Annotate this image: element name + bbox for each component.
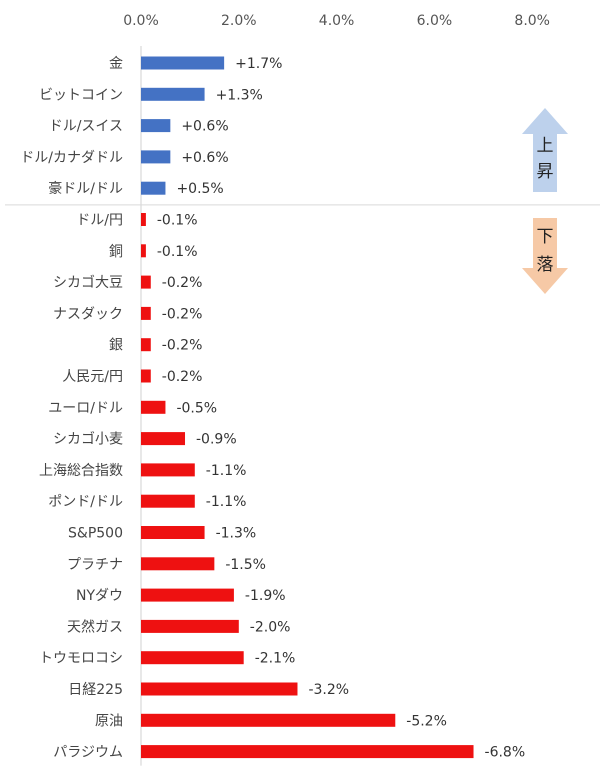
- value-label: -2.0%: [250, 619, 291, 635]
- category-label: 銅: [109, 244, 123, 260]
- bar: [141, 651, 244, 665]
- x-tick-label: 6.0%: [417, 13, 453, 29]
- category-label: 金: [109, 56, 123, 72]
- x-tick-label: 0.0%: [123, 13, 159, 29]
- value-label: -2.1%: [255, 651, 296, 667]
- down-arrow-shape: [522, 218, 568, 294]
- category-label: NYダウ: [76, 588, 123, 604]
- value-label: -0.2%: [162, 338, 203, 354]
- category-label: ドル/スイス: [49, 119, 123, 135]
- bar: [141, 463, 195, 477]
- value-label: -1.3%: [216, 526, 257, 542]
- x-tick-label: 2.0%: [221, 13, 257, 29]
- bar: [141, 87, 205, 101]
- category-label: プラチナ: [67, 557, 123, 573]
- bar: [141, 150, 171, 164]
- bar: [141, 244, 146, 258]
- value-label: +0.5%: [176, 181, 223, 197]
- value-label: -1.9%: [245, 588, 286, 604]
- value-label: -0.9%: [196, 432, 237, 448]
- value-label: -5.2%: [406, 713, 447, 729]
- category-label: 銀: [109, 338, 123, 354]
- category-label: シカゴ小麦: [53, 431, 123, 448]
- category-label: ビットコイン: [39, 87, 123, 103]
- bar: [141, 56, 225, 70]
- value-labels: +1.7% +1.3% +0.6% +0.6% +0.5% -0.1% -0.1% -0.2%…: [157, 56, 525, 761]
- x-tick-label: 4.0%: [319, 13, 355, 29]
- value-label: -0.2%: [162, 275, 203, 291]
- category-label: 人民元/円: [62, 369, 123, 385]
- x-axis-ticks: 0.0% 2.0% 4.0% 6.0% 8.0%: [123, 13, 550, 29]
- bar: [141, 306, 151, 320]
- down-arrow: 下 落: [522, 218, 568, 294]
- category-label: ポンド/ドル: [48, 494, 123, 510]
- category-label: シカゴ大豆: [53, 274, 123, 291]
- value-label: +0.6%: [181, 150, 228, 166]
- category-label: 天然ガス: [67, 618, 123, 635]
- value-label: -0.1%: [157, 213, 198, 229]
- category-label: 日経225: [68, 682, 123, 698]
- value-label: -1.5%: [225, 557, 266, 573]
- down-arrow-label-2: 落: [537, 255, 554, 275]
- category-label: ナスダック: [53, 306, 123, 322]
- value-label: -3.2%: [308, 682, 349, 698]
- value-label: -1.1%: [206, 463, 247, 479]
- category-label: トウモロコシ: [39, 651, 123, 667]
- up-arrow-label-2: 昇: [537, 162, 554, 182]
- bar: [141, 213, 146, 226]
- category-labels: 金ビットコインドル/スイスドル/カナダドル豪ドル/ドルドル/円銅シカゴ大豆ナスダ…: [20, 56, 123, 761]
- bar: [141, 432, 186, 446]
- bar: [141, 494, 195, 508]
- value-label: -0.5%: [176, 400, 217, 416]
- bar: [141, 713, 396, 727]
- bar: [141, 745, 474, 759]
- category-label: 豪ドル/ドル: [48, 181, 123, 197]
- value-label: +1.7%: [235, 56, 282, 72]
- bar: [141, 119, 171, 133]
- value-label: -0.2%: [162, 369, 203, 385]
- bar: [141, 400, 166, 414]
- category-label: 上海総合指数: [39, 463, 123, 479]
- bar: [141, 181, 166, 195]
- bar: [141, 275, 151, 289]
- category-label: パラジウム: [53, 745, 123, 761]
- value-label: +0.6%: [181, 119, 228, 135]
- bar: [141, 369, 151, 383]
- x-tick-label: 8.0%: [514, 13, 550, 29]
- down-arrow-label-1: 下: [537, 227, 554, 247]
- up-arrow: 上 昇: [522, 108, 568, 192]
- category-label: ドル/カナダドル: [20, 150, 123, 166]
- up-arrow-shape: [522, 108, 568, 192]
- category-label: ドル/円: [76, 213, 123, 229]
- bars-group: [141, 56, 474, 759]
- value-label: -6.8%: [485, 745, 526, 761]
- bar: [141, 557, 215, 571]
- up-arrow-label-1: 上: [537, 136, 554, 156]
- value-label: +1.3%: [216, 87, 263, 103]
- bar: [141, 338, 151, 352]
- bar: [141, 619, 239, 633]
- bar: [141, 588, 234, 602]
- category-label: S&P500: [68, 526, 123, 542]
- category-label: 原油: [95, 713, 123, 729]
- category-label: ユーロ/ドル: [48, 400, 123, 416]
- value-label: -0.1%: [157, 244, 198, 260]
- value-label: -0.2%: [162, 306, 203, 322]
- bar: [141, 682, 298, 696]
- bar: [141, 526, 205, 539]
- value-label: -1.1%: [206, 494, 247, 510]
